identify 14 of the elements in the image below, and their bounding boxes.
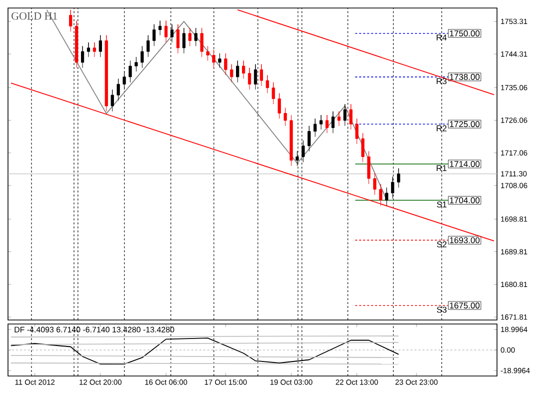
ref-line-label: 1675.00 [450,302,480,308]
ref-line-label: 1738.00 [450,74,480,80]
annotation: R1 [436,165,446,172]
annotation: R2 [436,125,446,132]
ref-line-label: 1750.00 [450,30,480,36]
ref-line-label: 1725.00 [450,121,480,128]
ref-line-label: 1704.00 [450,197,480,204]
ref-line-label: 1714.00 [450,161,480,167]
annotation: R3 [436,78,447,84]
annotation: R4 [436,34,447,40]
annotation: S1 [436,201,446,208]
ref-line-label: 1693.00 [450,237,480,244]
annotation: S3 [436,306,447,313]
annotation: S2 [436,241,446,248]
